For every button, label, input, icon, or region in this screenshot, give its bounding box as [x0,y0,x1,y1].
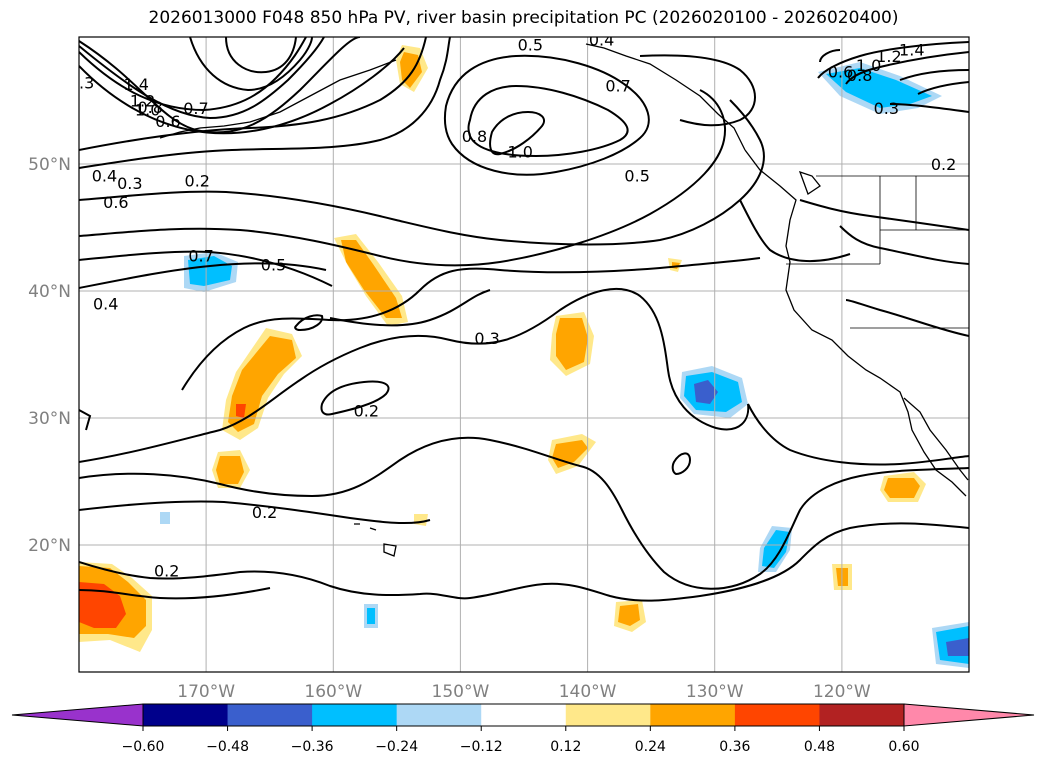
graticule [79,37,969,672]
contour-label: 1.4 [123,75,148,94]
contour-label: 0.7 [188,246,213,265]
colorbar-segment [227,704,313,726]
contour-label: 0.2 [354,401,379,420]
contour-label: 0.6 [828,62,853,81]
colorbar-extend-max [903,703,1035,727]
colorbar-tick-label: −0.60 [122,739,165,755]
colorbar-tick-label: −0.36 [291,739,334,755]
map-frame [78,36,970,673]
contour-label: 0.4 [589,31,614,50]
colorbar-segment [819,704,905,726]
contour-label: 0.5 [518,36,543,55]
contour-label: 0.3 [69,74,94,93]
colorbar-segment [734,704,820,726]
contour-label: 0.8 [847,66,872,85]
contour-label: 0.2 [185,172,210,191]
lon-tick-label: 140°W [559,682,617,702]
contour-label: 0.6 [103,193,128,212]
contour-labels: 1.41.21.00.8 0.70.60.30.30.40.7 0.50.81.00… [69,31,956,580]
lat-tick-label: 20°N [28,536,71,556]
colorbar-segment [143,704,229,726]
colorbar-tick-label: −0.24 [375,739,418,755]
contour-label: 0.3 [474,329,499,348]
lon-tick-label: 150°W [432,682,490,702]
colorbar-tick-label: 0.36 [719,739,750,755]
colorbar-tick-label: 0.48 [804,739,835,755]
contour-label: 1.0 [135,100,160,119]
contour-label: 0.4 [92,166,117,185]
colorbar-outline [142,703,905,727]
lat-tick-label: 40°N [28,282,71,302]
colorbar-segment [481,704,567,726]
lon-tick-label: 120°W [813,682,871,702]
colorbar-segment [650,704,736,726]
lon-tick-label: 160°W [304,682,362,702]
contour-label: 1.2 [130,92,155,111]
contour-label: 0.2 [154,561,179,580]
contour-label: 1.2 [876,47,901,66]
contour-label: 0.6 [155,112,180,131]
contour-label: 0.3 [117,174,142,193]
longitude-tick-labels: 170°W 160°W 150°W 140°W 130°W 120°W [177,682,871,702]
lat-tick-label: 50°N [28,155,71,175]
precip-negative-shading [160,62,969,668]
colorbar-tick-label: 0.12 [550,739,581,755]
colorbar-segment [396,704,482,726]
colorbar [11,703,1035,727]
contour-label: 1.0 [507,142,532,161]
political-borders [786,175,969,329]
contour-label: 0.7 [183,99,208,118]
contour-label: 0.5 [624,166,649,185]
lat-tick-label: 30°N [28,409,71,429]
colorbar-tick-labels: −0.60 −0.48 −0.36 −0.24 −0.12 0.12 0.24 0.36 0.4… [122,726,920,755]
lon-tick-label: 170°W [177,682,235,702]
lon-tick-label: 130°W [686,682,744,702]
colorbar-segment [565,704,651,726]
contour-label: 0.2 [931,155,956,174]
contour-label: 0.7 [605,76,630,95]
colorbar-segment [312,704,398,726]
contour-label: 1.0 [856,56,881,75]
pv-contours [79,37,969,602]
latitude-tick-labels: 20°N 30°N 40°N 50°N [28,155,71,556]
colorbar-extend-min [11,703,144,727]
map-title: 2026013000 F048 850 hPa PV, river basin … [148,8,899,28]
contour-label: 0.8 [462,127,487,146]
contour-label: 0.4 [93,295,118,314]
colorbar-tick-label: 0.60 [888,739,919,755]
contour-label: 0.2 [252,503,277,522]
contour-label: 0.8 [137,98,162,117]
contour-label: 0.3 [874,99,899,118]
contour-label: 1.4 [899,41,924,60]
colorbar-tick-label: 0.24 [635,739,666,755]
colorbar-tick-label: −0.12 [460,739,503,755]
contour-label: 0.5 [261,255,286,274]
colorbar-tick-label: −0.48 [206,739,249,755]
